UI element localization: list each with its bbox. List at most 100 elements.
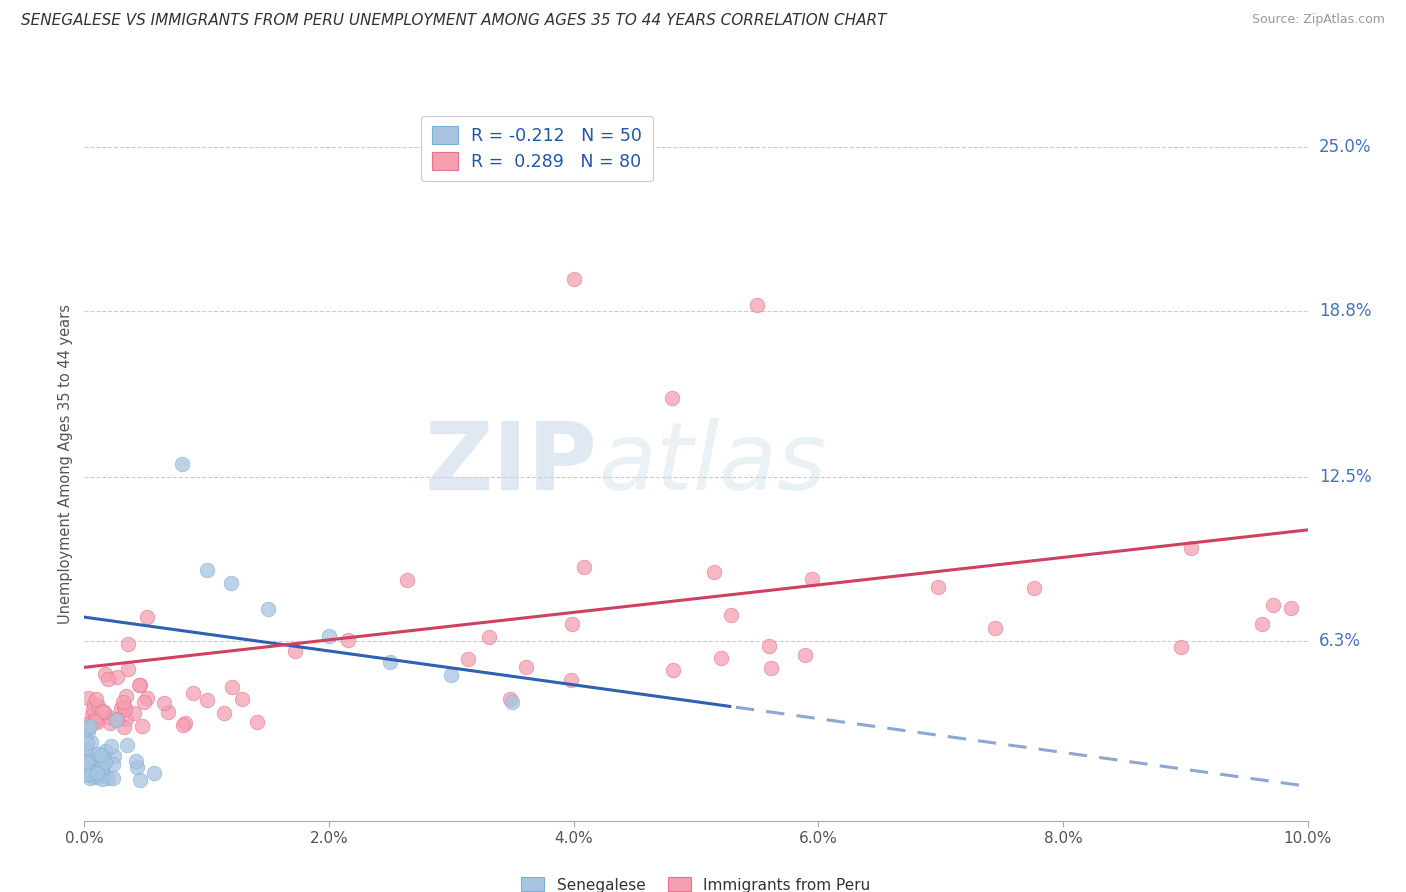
Point [86, 770, 108, 784]
Point [703, 566, 725, 580]
Point [794, 648, 817, 663]
Point [142, 765, 165, 780]
Point [1170, 640, 1192, 654]
Point [662, 663, 685, 677]
Point [152, 696, 174, 710]
Point [93, 744, 115, 758]
Point [75, 742, 97, 756]
Point [76, 766, 98, 780]
Point [212, 706, 235, 720]
Point [76, 691, 98, 706]
Point [318, 629, 340, 643]
Point [82, 707, 104, 722]
Point [105, 713, 128, 727]
Point [758, 639, 780, 653]
Point [83, 752, 105, 766]
Point [91, 749, 114, 764]
Point [77, 768, 100, 782]
Point [114, 702, 136, 716]
Point [76, 721, 98, 735]
Point [93, 756, 115, 770]
Point [84, 714, 107, 729]
Text: 25.0%: 25.0% [1319, 137, 1371, 156]
Point [172, 457, 194, 471]
Point [1180, 541, 1202, 556]
Point [172, 718, 194, 732]
Point [75, 746, 97, 760]
Point [157, 706, 180, 720]
Point [115, 689, 138, 703]
Point [77, 723, 100, 738]
Point [710, 651, 733, 665]
Point [221, 680, 243, 694]
Point [502, 61, 524, 75]
Point [128, 678, 150, 692]
Point [84, 712, 107, 726]
Point [87, 747, 110, 761]
Point [79, 771, 101, 785]
Point [97, 672, 120, 686]
Point [100, 739, 122, 754]
Point [115, 739, 138, 753]
Point [90, 748, 112, 763]
Point [195, 563, 218, 577]
Text: ZIP: ZIP [425, 417, 598, 510]
Point [1279, 600, 1302, 615]
Point [1250, 616, 1272, 631]
Point [105, 670, 128, 684]
Point [83, 697, 105, 711]
Point [115, 712, 138, 726]
Point [79, 719, 101, 733]
Point [219, 575, 242, 590]
Point [79, 764, 101, 779]
Point [117, 637, 139, 651]
Point [110, 700, 132, 714]
Point [86, 698, 108, 713]
Point [111, 695, 134, 709]
Point [561, 617, 583, 632]
Point [337, 632, 360, 647]
Point [107, 712, 129, 726]
Point [84, 692, 107, 706]
Point [284, 644, 307, 658]
Point [98, 709, 121, 723]
Point [572, 560, 595, 574]
Point [129, 678, 152, 692]
Text: 18.8%: 18.8% [1319, 301, 1371, 319]
Point [129, 772, 152, 787]
Point [75, 755, 97, 769]
Point [80, 735, 103, 749]
Point [91, 772, 114, 786]
Point [181, 686, 204, 700]
Point [117, 662, 139, 676]
Point [101, 756, 124, 771]
Point [395, 574, 418, 588]
Point [80, 765, 103, 780]
Text: SENEGALESE VS IMMIGRANTS FROM PERU UNEMPLOYMENT AMONG AGES 35 TO 44 YEARS CORREL: SENEGALESE VS IMMIGRANTS FROM PERU UNEMP… [21, 13, 887, 29]
Point [747, 298, 769, 312]
Point [94, 667, 117, 681]
Point [231, 692, 253, 706]
Point [927, 580, 949, 594]
Point [984, 621, 1007, 635]
Point [93, 705, 115, 719]
Point [759, 661, 782, 675]
Text: 6.3%: 6.3% [1319, 632, 1361, 650]
Point [440, 668, 463, 682]
Point [1263, 598, 1285, 612]
Point [80, 769, 103, 783]
Point [86, 757, 108, 772]
Point [801, 572, 824, 586]
Point [380, 655, 402, 669]
Point [457, 652, 479, 666]
Text: Source: ZipAtlas.com: Source: ZipAtlas.com [1251, 13, 1385, 27]
Point [720, 607, 742, 622]
Text: 12.5%: 12.5% [1319, 468, 1371, 486]
Point [94, 769, 117, 783]
Point [132, 695, 155, 709]
Point [94, 755, 117, 769]
Point [91, 760, 114, 774]
Point [195, 692, 218, 706]
Point [173, 716, 195, 731]
Point [112, 699, 135, 714]
